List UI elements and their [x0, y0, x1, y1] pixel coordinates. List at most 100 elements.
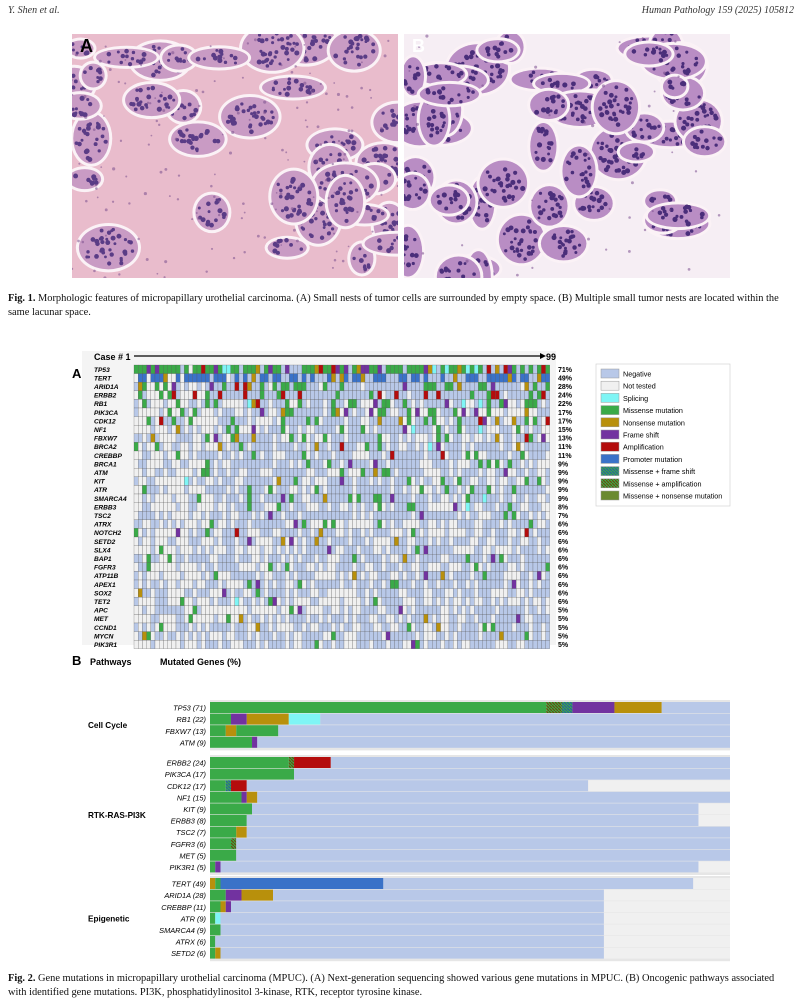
heatmap-cell: [310, 433, 315, 443]
nucleus: [531, 245, 535, 249]
heatmap-cell: [150, 416, 156, 426]
heatmap-cell: [516, 399, 521, 409]
nucleus: [697, 95, 701, 99]
heatmap-cell: [289, 562, 294, 572]
heatmap-cell: [331, 511, 336, 520]
heatmap-cell: [528, 373, 534, 383]
nucleus: [108, 248, 112, 252]
heatmap-cell: [163, 468, 168, 477]
nucleus: [73, 173, 79, 179]
nucleus: [694, 56, 699, 61]
heatmap-cell: [427, 588, 433, 598]
heatmap-cell: [142, 579, 147, 589]
nucleus: [330, 194, 335, 199]
heatmap-cell: [297, 416, 303, 426]
running-header-authors: Y. Shen et al.: [8, 5, 60, 16]
heatmap-cell: [255, 416, 261, 426]
stromal-cell: [628, 250, 631, 253]
heatmap-cell: [314, 545, 319, 555]
heatmap-cell: [293, 579, 298, 589]
heatmap-cell: [259, 416, 265, 426]
heatmap-cell: [301, 605, 307, 615]
heatmap-cell: [402, 442, 408, 452]
heatmap-cell: [356, 399, 361, 409]
heatmap-cell: [314, 450, 319, 460]
heatmap-cell: [381, 373, 387, 383]
heatmap-cell: [524, 442, 529, 452]
nucleus: [406, 262, 412, 268]
heatmap-cell: [226, 545, 231, 555]
stromal-cell: [671, 151, 674, 154]
heatmap-cell: [398, 511, 403, 520]
heatmap-cell: [264, 579, 269, 589]
heatmap-cell: [163, 545, 168, 555]
nucleus: [533, 238, 538, 243]
heatmap-cell: [217, 459, 223, 469]
heatmap-cell: [348, 554, 353, 563]
nucleus: [501, 188, 506, 193]
heatmap-cell: [352, 502, 357, 512]
heatmap-cell: [524, 562, 529, 572]
heatmap-cell: [524, 364, 529, 374]
nucleus: [325, 171, 331, 177]
heatmap-cell: [175, 493, 181, 503]
heatmap-cell: [381, 459, 387, 469]
heatmap-cell: [541, 407, 546, 417]
nucleus: [309, 41, 316, 47]
heatmap-cell: [318, 545, 324, 555]
heatmap-cell: [201, 493, 206, 503]
heatmap-cell: [415, 502, 420, 512]
heatmap-cell: [171, 536, 177, 546]
heatmap-cell: [423, 468, 429, 477]
heatmap-cell: [276, 433, 282, 443]
heatmap-cell: [234, 459, 240, 469]
heatmap-cell: [306, 493, 311, 503]
heatmap-cell: [373, 536, 378, 546]
nucleus: [307, 45, 312, 51]
heatmap-cell: [453, 373, 458, 383]
heatmap-cell: [448, 511, 454, 520]
nucleus: [661, 38, 664, 42]
heatmap-cell: [335, 382, 340, 391]
heatmap-cell: [474, 476, 479, 486]
heatmap-cell: [285, 588, 290, 598]
heatmap-cell: [205, 545, 210, 555]
heatmap-cell: [159, 562, 164, 572]
heatmap-cell: [520, 545, 525, 555]
stromal-cell: [327, 196, 330, 200]
heatmap-cell: [415, 382, 420, 391]
heatmap-cell: [377, 442, 382, 452]
heatmap-cell: [432, 502, 437, 512]
heatmap-cell: [385, 373, 391, 383]
stromal-cell: [161, 91, 163, 94]
heatmap-cell: [306, 588, 311, 598]
heatmap-cell: [415, 562, 420, 572]
heatmap-cell: [289, 554, 294, 563]
stromal-cell: [209, 45, 212, 48]
heatmap-cell: [436, 519, 441, 529]
nucleus: [537, 216, 541, 220]
heatmap-cell: [184, 588, 189, 598]
stromal-cell: [309, 72, 311, 75]
stromal-cell: [331, 266, 334, 269]
heatmap-cell: [448, 364, 454, 374]
heatmap-cell: [528, 425, 534, 434]
heatmap-cell: [343, 502, 349, 512]
heatmap-cell: [306, 416, 311, 426]
nucleus: [288, 184, 293, 189]
tumor-nest: [562, 146, 596, 196]
heatmap-cell: [482, 579, 487, 589]
heatmap-cell: [453, 468, 458, 477]
nucleus: [621, 165, 626, 170]
heatmap-cell: [436, 433, 441, 443]
heatmap-cell: [217, 416, 223, 426]
heatmap-cell: [461, 433, 466, 443]
heatmap-cell: [457, 442, 462, 452]
heatmap-cell: [322, 511, 328, 520]
nucleus: [690, 123, 695, 127]
heatmap-cell: [478, 536, 483, 546]
nucleus: [381, 111, 385, 115]
heatmap-cell: [369, 485, 374, 495]
heatmap-cell: [167, 485, 172, 495]
heatmap-cell: [138, 493, 143, 503]
